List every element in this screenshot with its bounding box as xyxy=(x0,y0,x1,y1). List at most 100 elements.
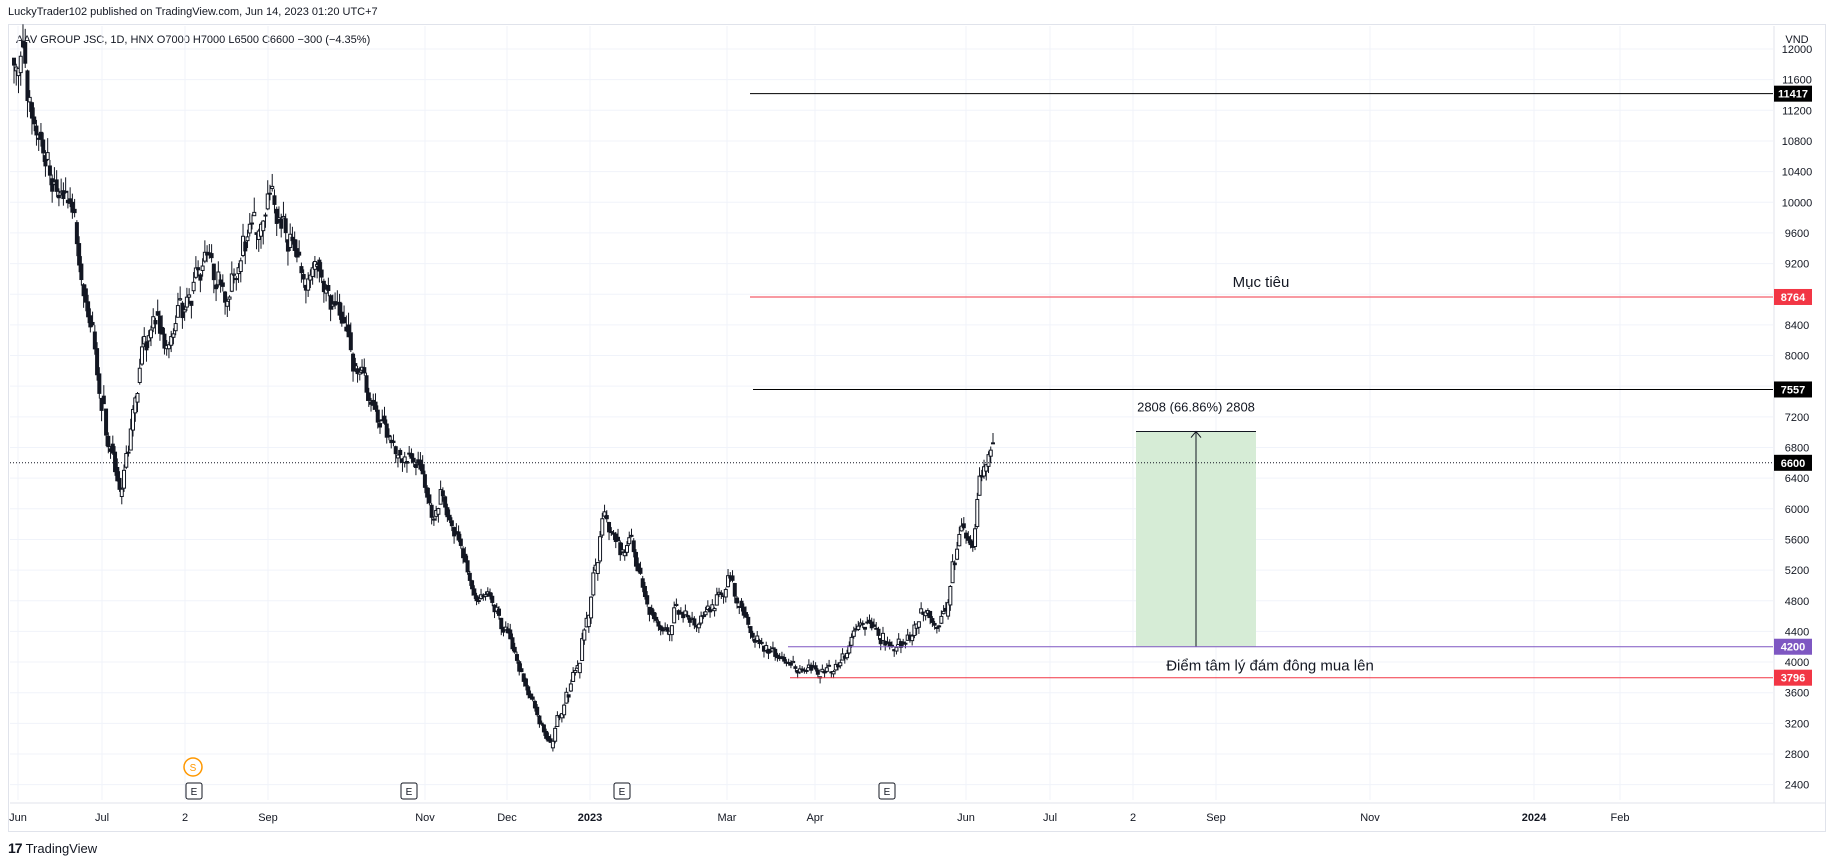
candle-body xyxy=(483,594,488,597)
candle-body xyxy=(263,214,268,217)
x-tick-label: Feb xyxy=(1611,812,1630,824)
earnings-marker[interactable] xyxy=(878,782,896,800)
candle-body xyxy=(184,296,189,308)
candle-body xyxy=(88,315,93,328)
candle-body xyxy=(41,139,46,154)
brand-name: TradingView xyxy=(25,840,98,856)
candle-body xyxy=(169,336,174,346)
candle-body xyxy=(887,641,892,647)
candle-body xyxy=(137,367,142,383)
candle-body xyxy=(788,662,793,666)
candle-body xyxy=(952,562,957,566)
earnings-marker[interactable] xyxy=(400,782,418,800)
price-label-bg xyxy=(1774,669,1812,686)
candle-body xyxy=(894,646,899,652)
line-annotation: Mục tiêu xyxy=(1233,274,1290,291)
candle-body xyxy=(270,185,275,190)
candle-body xyxy=(348,332,353,351)
candle-body xyxy=(553,727,558,742)
x-tick-label: Dec xyxy=(497,812,517,824)
candle-body xyxy=(187,294,192,298)
candle-body xyxy=(683,610,688,616)
chart-frame xyxy=(8,24,1826,832)
candle-body xyxy=(54,179,59,192)
candle-body xyxy=(699,615,704,624)
candle-body xyxy=(247,223,252,234)
candle-body xyxy=(528,693,533,699)
candle-body xyxy=(521,673,526,682)
candle-body xyxy=(937,625,942,628)
candle-body xyxy=(375,409,380,423)
candle-body xyxy=(678,611,683,614)
candle-body xyxy=(384,423,389,438)
candle-body xyxy=(815,669,820,675)
earnings-marker[interactable] xyxy=(613,782,631,800)
candle-body xyxy=(957,533,962,547)
earnings-marker[interactable] xyxy=(185,782,203,800)
candle-body xyxy=(703,611,708,616)
candle-body xyxy=(532,700,537,709)
x-tick-label: Nov xyxy=(1360,812,1380,824)
candle-body xyxy=(768,650,773,653)
candle-body xyxy=(595,562,600,574)
candle-body xyxy=(173,323,178,332)
candle-body xyxy=(148,329,153,339)
y-tick-label: 2400 xyxy=(1785,780,1809,792)
candle-body xyxy=(326,285,331,291)
candle-body xyxy=(292,239,297,251)
candle-body xyxy=(568,683,573,692)
candle-body xyxy=(624,545,629,553)
candle-body xyxy=(12,57,16,66)
x-tick-label: 2024 xyxy=(1522,812,1547,824)
candle-body xyxy=(672,607,677,624)
candle-body xyxy=(681,613,686,619)
candle-body xyxy=(977,475,982,496)
candle-body xyxy=(793,666,798,669)
candle-body xyxy=(964,532,969,539)
candle-body xyxy=(638,567,643,574)
price-label: 8764 xyxy=(1781,292,1806,304)
candle-body xyxy=(447,514,452,521)
candle-body xyxy=(220,282,225,287)
candle-body xyxy=(422,474,427,488)
candle-body xyxy=(227,296,232,300)
candle-body xyxy=(809,664,814,671)
candle-body xyxy=(705,605,710,611)
candle-body xyxy=(139,346,144,365)
candle-body xyxy=(119,488,124,498)
candle-body xyxy=(209,253,214,259)
candle-body xyxy=(178,298,183,301)
candle-body xyxy=(562,704,567,716)
candle-body xyxy=(357,371,362,375)
candle-body xyxy=(824,667,829,672)
candle-body xyxy=(427,494,432,504)
candle-body xyxy=(710,604,715,611)
candle-body xyxy=(34,125,39,136)
candle-body xyxy=(773,648,778,657)
candle-body xyxy=(467,572,472,581)
candle-body xyxy=(281,215,286,219)
candle-body xyxy=(665,627,670,632)
tradingview-footer[interactable]: 17 TradingView xyxy=(8,840,97,856)
candle-body xyxy=(712,608,717,612)
candle-body xyxy=(950,561,955,584)
candle-body xyxy=(68,198,73,204)
candle-body xyxy=(984,464,989,472)
split-marker-icon[interactable] xyxy=(183,757,203,777)
y-tick-label: 2800 xyxy=(1785,749,1809,761)
candle-body xyxy=(355,368,360,375)
candle-body xyxy=(490,595,495,603)
candle-body xyxy=(961,523,966,529)
candle-body xyxy=(876,628,881,636)
candle-body xyxy=(411,457,416,463)
candle-body xyxy=(83,288,88,303)
candle-body xyxy=(86,301,91,318)
candle-body xyxy=(25,70,30,102)
candle-body xyxy=(72,208,77,214)
candle-body xyxy=(196,267,201,271)
y-tick-label: 9600 xyxy=(1785,228,1809,240)
candle-body xyxy=(50,178,55,192)
candle-body xyxy=(440,490,445,497)
candle-body xyxy=(23,41,28,64)
